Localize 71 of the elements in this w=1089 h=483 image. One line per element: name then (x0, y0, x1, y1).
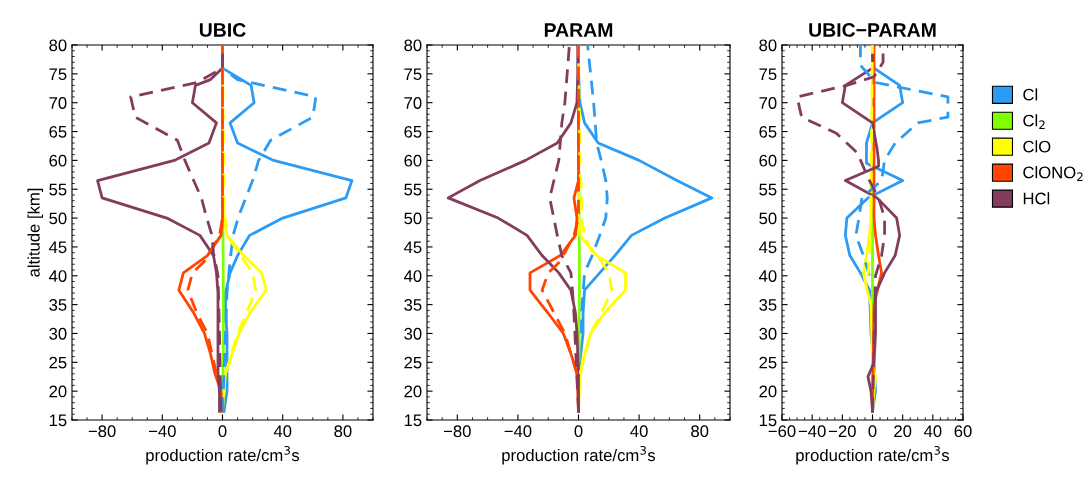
x-tick-label: 60 (954, 425, 972, 438)
y-tick-label: 60 (49, 154, 67, 167)
y-tick-label: 80 (49, 39, 67, 52)
x-tick-label: 0 (574, 425, 583, 438)
x-tick-label: −60 (768, 425, 796, 438)
y-tick-label: 55 (404, 183, 422, 196)
x-tick-label: 0 (218, 425, 227, 438)
y-tick-label: 15 (49, 414, 67, 427)
x-tick-label: 40 (273, 425, 292, 438)
x-tick-label: 80 (691, 425, 709, 438)
y-axis-title: altitude [km] (27, 188, 44, 277)
y-tick-label: 45 (758, 241, 777, 254)
y-tick-label: 70 (404, 97, 422, 109)
x-tick-label: −40 (798, 425, 826, 438)
y-tick-label: 50 (404, 212, 422, 225)
x-axis-title: production rate/cm$^{3}$s (796, 445, 950, 465)
y-tick-label: 75 (404, 68, 422, 81)
y-tick-label: 55 (759, 183, 777, 196)
legend-label: ClONO$_{2}$ (1023, 166, 1083, 181)
y-tick-label: 20 (404, 385, 422, 398)
y-tick-label: 75 (49, 68, 67, 81)
x-tick-label: 20 (894, 425, 912, 438)
chart-title: UBIC−PARAM (809, 23, 936, 37)
y-tick-label: 40 (48, 270, 67, 282)
x-tick-label: −80 (88, 425, 116, 438)
x-tick-label: 40 (630, 425, 648, 438)
chart-title: UBIC (199, 23, 246, 37)
y-tick-label: 40 (403, 270, 422, 282)
legend-label: HCl (1023, 192, 1050, 205)
chart-title: PARAM (544, 23, 613, 37)
y-tick-label: 20 (759, 385, 777, 398)
y-tick-label: 80 (759, 39, 777, 52)
y-tick-label: 70 (49, 97, 67, 109)
y-tick-label: 40 (758, 270, 777, 282)
y-tick-label: 20 (49, 385, 67, 398)
y-tick-label: 25 (49, 356, 67, 369)
x-axis-title: production rate/cm$^{3}$s (146, 445, 300, 465)
legend-label: Cl (1023, 88, 1038, 101)
x-tick-label: 80 (334, 425, 352, 438)
x-tick-label: 0 (868, 425, 877, 438)
y-tick-label: 80 (404, 39, 422, 52)
y-tick-label: 30 (759, 327, 777, 340)
y-tick-label: 65 (759, 125, 777, 138)
y-tick-label: 55 (49, 183, 67, 196)
y-tick-label: 25 (404, 356, 422, 369)
y-tick-label: 15 (404, 414, 422, 427)
y-tick-label: 35 (404, 299, 422, 311)
y-tick-label: 75 (759, 68, 777, 81)
x-tick-label: −40 (504, 425, 532, 438)
y-tick-label: 45 (48, 241, 67, 254)
x-tick-label: 40 (923, 425, 942, 438)
y-tick-label: 50 (759, 212, 777, 225)
legend-label: Cl$_{2}$ (1023, 114, 1045, 130)
y-tick-label: 35 (49, 299, 67, 311)
y-tick-label: 65 (404, 125, 422, 138)
y-tick-label: 60 (404, 154, 422, 167)
x-tick-label: −20 (829, 425, 856, 438)
x-tick-label: −40 (148, 425, 176, 438)
y-tick-label: 70 (759, 97, 777, 109)
y-tick-label: 35 (759, 299, 777, 311)
legend-label: ClO (1023, 140, 1051, 153)
y-tick-label: 30 (404, 327, 422, 340)
y-tick-label: 60 (759, 154, 777, 167)
y-tick-label: 30 (49, 327, 67, 340)
x-tick-label: −80 (443, 425, 471, 438)
y-tick-label: 50 (49, 212, 67, 225)
y-tick-label: 45 (403, 241, 422, 254)
y-tick-label: 65 (49, 125, 67, 138)
x-axis-title: production rate/cm$^{3}$s (502, 445, 656, 465)
y-tick-label: 15 (759, 414, 777, 427)
y-tick-label: 25 (759, 356, 777, 369)
